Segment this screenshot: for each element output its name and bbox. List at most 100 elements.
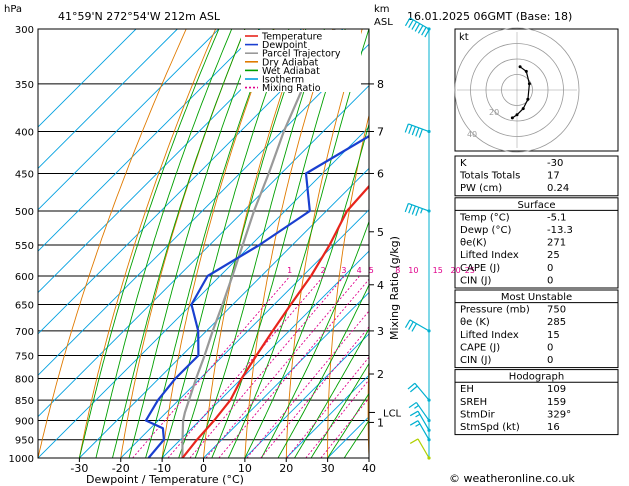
index-box <box>454 155 619 197</box>
wind-barb <box>404 319 431 333</box>
pressure-tick-label: 1000 <box>9 454 34 465</box>
wet-adiabat-line <box>161 29 290 458</box>
unstable-row-value: 0 <box>547 342 553 353</box>
copyright-footer: © weatheronline.co.uk <box>449 472 575 485</box>
wind-barb-dot <box>427 329 431 333</box>
wind-barb-staff <box>417 438 430 459</box>
isotherm-line <box>38 29 261 252</box>
legend-entry: Temperature <box>261 32 322 43</box>
wind-barb-feather <box>409 385 418 393</box>
wind-barb-feather <box>404 203 409 213</box>
temperature-axis: -30 -20 -10 0 10 20 30 40 <box>70 458 376 475</box>
temperature-tick-label: 10 <box>238 462 252 475</box>
hodograph-row-label: EH <box>460 384 474 395</box>
wind-barb-half-feather <box>415 413 421 418</box>
hodograph-ring <box>454 27 580 153</box>
surface-row-value: 0 <box>547 275 553 286</box>
unstable-row-value: 0 <box>547 355 553 366</box>
wind-barb-feather <box>409 410 419 417</box>
wind-barb-feather <box>411 126 416 136</box>
isotherm-line <box>285 374 369 458</box>
hodograph-box <box>454 369 619 436</box>
pressure-tick-label: 800 <box>15 374 34 385</box>
wind-barb-feather <box>414 23 421 32</box>
wet-adiabat-line <box>310 362 369 458</box>
wet-adiabat-line <box>244 122 369 458</box>
wind-barb <box>404 123 431 138</box>
wind-barb-feather <box>421 27 427 36</box>
wind-barb <box>409 420 431 442</box>
hodograph-ring-label: 20 <box>489 108 499 117</box>
unstable-row-value: 750 <box>547 305 566 316</box>
wind-barb-feather <box>404 17 411 27</box>
wind-barb-feather <box>404 123 409 133</box>
unstable-row-label: θe (K) <box>460 317 490 328</box>
isotherm-line <box>120 209 369 458</box>
index-row-value: 17 <box>547 171 560 182</box>
wind-barb-feather <box>407 382 416 390</box>
wind-barb-feather <box>408 321 414 330</box>
mixing-ratio-line <box>218 278 369 458</box>
legend-entry: Isotherm <box>262 75 304 86</box>
height-tick-label: 3 <box>377 325 384 338</box>
height-tick-label: 5 <box>377 226 384 239</box>
wet-adiabat-line <box>211 29 346 458</box>
parcel-trajectory-line <box>181 29 336 458</box>
wind-barb <box>407 382 431 402</box>
mixing-ratio-label: 1 <box>287 266 292 275</box>
pressure-unit-label: hPa <box>4 4 22 15</box>
legend-entry: Mixing Ratio <box>262 83 321 94</box>
hodograph-point <box>510 116 514 120</box>
wind-barb-dot <box>427 209 431 213</box>
surface-row-label: CAPE (J) <box>460 263 500 274</box>
x-axis-title: Dewpoint / Temperature (°C) <box>86 473 244 486</box>
wind-profile <box>404 17 431 460</box>
surface-section-title: Surface <box>517 200 555 211</box>
wind-barb-feather <box>417 25 424 34</box>
wind-barb-feather <box>415 207 420 216</box>
surface-row-value: 25 <box>547 250 560 261</box>
surface-row-value: 271 <box>547 238 566 249</box>
mixing-ratio-label: 2 <box>321 266 326 275</box>
mixing-ratio-line <box>189 275 345 458</box>
isotherm-line <box>38 29 220 211</box>
unstable-section-title: Most Unstable <box>501 292 572 303</box>
height-tick-label: 4 <box>377 279 384 292</box>
dry-adiabat-line <box>78 29 217 458</box>
unstable-row-label: Pressure (mb) <box>460 305 530 316</box>
wind-barb-dot <box>427 438 431 442</box>
height-tick-label: 2 <box>377 368 384 381</box>
wind-barb-dot <box>427 129 431 134</box>
surface-box <box>454 197 619 289</box>
height-unit-label: km ASL <box>374 4 393 28</box>
wind-barb-half-feather <box>420 208 423 214</box>
wind-barb-feather <box>409 438 419 444</box>
wind-barb-half-feather <box>414 405 419 409</box>
wet-adiabat-line <box>112 29 246 458</box>
dewpoint-line <box>144 134 369 458</box>
temperature-tick-label: 20 <box>279 462 293 475</box>
hodograph-point <box>526 97 530 101</box>
wind-barb <box>404 17 431 38</box>
hodograph-row-value: 329° <box>547 409 571 420</box>
unstable-row-value: 15 <box>547 330 560 341</box>
wet-adiabat-line <box>78 29 220 458</box>
pressure-tick-label: 550 <box>15 241 34 252</box>
indices-table: K -30 Totals Totals 17 PW (cm) 0.24 Surface Tem… <box>454 155 619 436</box>
hodograph: kt 20 40 <box>454 27 619 153</box>
pressure-tick-label: 700 <box>15 327 34 338</box>
wind-barb-staff <box>415 402 430 421</box>
index-row-value: -30 <box>547 158 563 169</box>
hodograph-row-label: StmSpd (kt) <box>460 422 520 433</box>
dry-adiabat-line <box>620 29 629 458</box>
hodograph-row-label: StmDir <box>460 409 495 420</box>
height-tick-label: 8 <box>377 78 384 91</box>
surface-row-value: -13.3 <box>547 225 573 236</box>
wind-barb-feather <box>404 319 411 329</box>
dry-adiabat-line <box>161 29 275 458</box>
index-row-label: Totals Totals <box>459 171 520 182</box>
height-tick-label: 1 <box>377 416 384 429</box>
hodograph-point <box>518 65 522 69</box>
